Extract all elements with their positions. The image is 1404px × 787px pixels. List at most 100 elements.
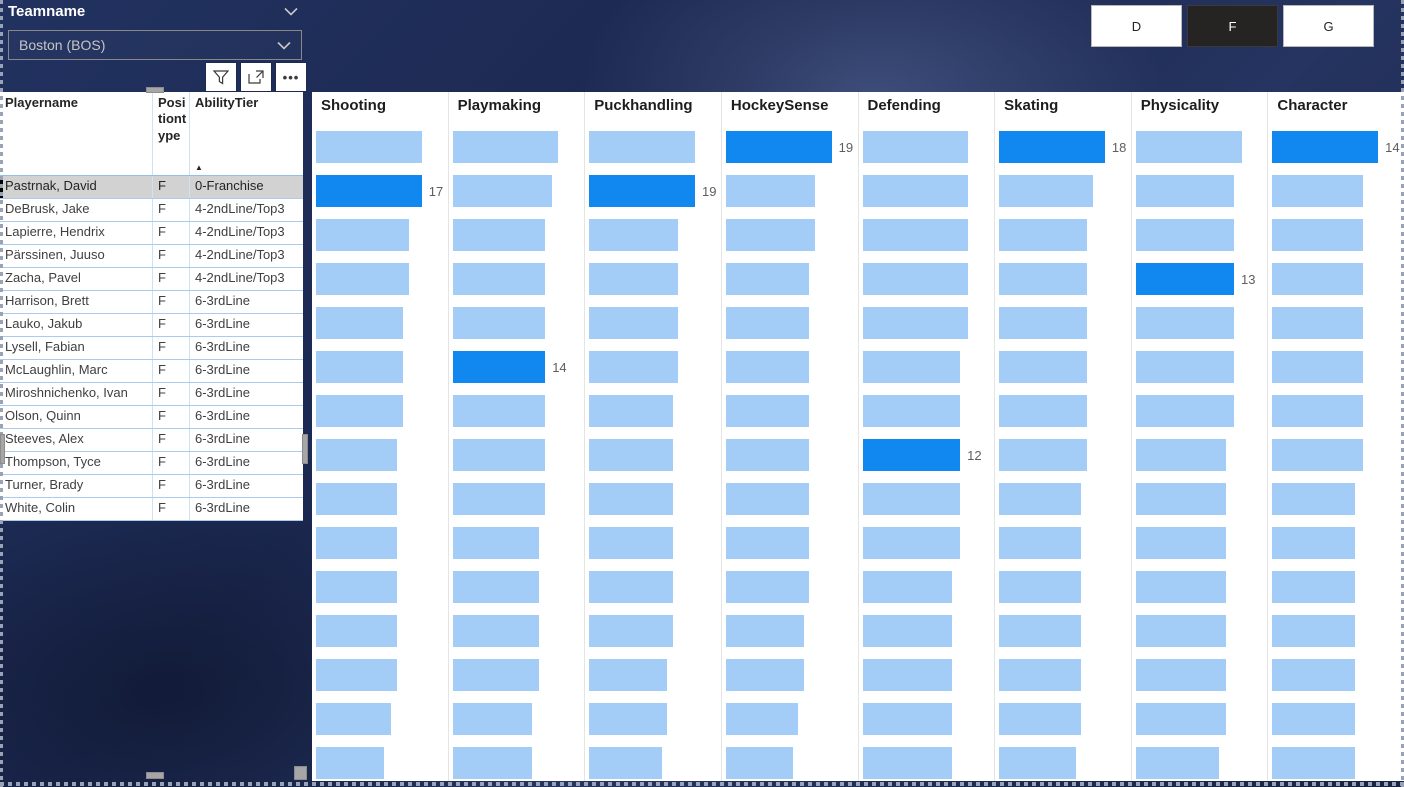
chevron-down-icon[interactable]	[284, 7, 298, 16]
bar[interactable]	[725, 439, 810, 471]
bar[interactable]	[999, 747, 1076, 779]
bar[interactable]	[862, 307, 969, 339]
bar-highlighted[interactable]	[1272, 131, 1379, 163]
resize-handle-right[interactable]	[302, 434, 308, 464]
bar-highlighted[interactable]	[452, 351, 546, 383]
bar[interactable]	[1272, 659, 1356, 691]
bar[interactable]	[862, 483, 961, 515]
bar[interactable]	[862, 175, 969, 207]
bar[interactable]	[999, 395, 1088, 427]
bar[interactable]	[999, 175, 1094, 207]
bar[interactable]	[452, 395, 546, 427]
table-row[interactable]: Zacha, Pavel F 4-2ndLine/Top3	[0, 268, 303, 291]
resize-handle-left[interactable]	[0, 434, 5, 464]
bar[interactable]	[1135, 659, 1227, 691]
table-row[interactable]: Pastrnak, David F 0-Franchise	[0, 176, 303, 199]
bar[interactable]	[999, 219, 1088, 251]
bar[interactable]	[452, 175, 552, 207]
column-header-positiontype[interactable]: Positiontype	[153, 92, 190, 175]
bar[interactable]	[725, 175, 815, 207]
bar[interactable]	[316, 747, 385, 779]
bar[interactable]	[999, 351, 1088, 383]
bar-highlighted[interactable]	[316, 175, 422, 207]
teamname-dropdown[interactable]: Boston (BOS)	[8, 30, 302, 60]
bar[interactable]	[862, 351, 961, 383]
column-header-playername[interactable]: Playername	[0, 92, 153, 175]
bar[interactable]	[1272, 439, 1364, 471]
bar[interactable]	[452, 747, 532, 779]
bar[interactable]	[316, 351, 404, 383]
bar[interactable]	[725, 263, 810, 295]
bar-highlighted[interactable]	[725, 131, 832, 163]
table-row[interactable]: Harrison, Brett F 6-3rdLine	[0, 291, 303, 314]
bar[interactable]	[1272, 307, 1364, 339]
bar[interactable]	[589, 527, 673, 559]
bar[interactable]	[1135, 351, 1234, 383]
bar[interactable]	[862, 395, 961, 427]
bar[interactable]	[589, 395, 673, 427]
bar[interactable]	[725, 571, 810, 603]
bar[interactable]	[1135, 527, 1227, 559]
bar[interactable]	[725, 659, 804, 691]
table-row[interactable]: Lauko, Jakub F 6-3rdLine	[0, 314, 303, 337]
bar[interactable]	[1272, 395, 1364, 427]
bar[interactable]	[589, 351, 679, 383]
bar[interactable]	[452, 527, 539, 559]
bar[interactable]	[1135, 439, 1227, 471]
resize-handle-corner[interactable]	[294, 766, 307, 780]
more-options-button[interactable]: •••	[276, 63, 306, 91]
bar[interactable]	[725, 615, 804, 647]
bar[interactable]	[452, 219, 546, 251]
bar[interactable]	[725, 395, 810, 427]
bar[interactable]	[862, 571, 952, 603]
bar[interactable]	[999, 615, 1082, 647]
table-row[interactable]: Miroshnichenko, Ivan F 6-3rdLine	[0, 383, 303, 406]
table-row[interactable]: Pärssinen, Juuso F 4-2ndLine/Top3	[0, 245, 303, 268]
bar[interactable]	[589, 131, 696, 163]
bar[interactable]	[589, 747, 662, 779]
bar-highlighted[interactable]	[1135, 263, 1234, 295]
bar[interactable]	[316, 659, 397, 691]
bar[interactable]	[999, 703, 1082, 735]
bar[interactable]	[589, 703, 668, 735]
bar[interactable]	[1272, 615, 1356, 647]
bar[interactable]	[1272, 527, 1356, 559]
bar[interactable]	[862, 615, 952, 647]
bar[interactable]	[1135, 395, 1234, 427]
bar[interactable]	[1135, 175, 1234, 207]
bar[interactable]	[452, 571, 539, 603]
bar[interactable]	[999, 571, 1082, 603]
bar[interactable]	[999, 659, 1082, 691]
bar[interactable]	[589, 439, 673, 471]
bar[interactable]	[452, 263, 546, 295]
bar[interactable]	[1272, 571, 1356, 603]
table-row[interactable]: DeBrusk, Jake F 4-2ndLine/Top3	[0, 199, 303, 222]
bar[interactable]	[862, 659, 952, 691]
bar[interactable]	[589, 263, 679, 295]
bar[interactable]	[589, 615, 673, 647]
bar[interactable]	[316, 395, 404, 427]
bar[interactable]	[452, 131, 559, 163]
bar[interactable]	[1135, 219, 1234, 251]
resize-handle-bottom[interactable]	[146, 772, 164, 779]
bar[interactable]	[725, 527, 810, 559]
bar[interactable]	[725, 351, 810, 383]
bar[interactable]	[1135, 747, 1219, 779]
bar[interactable]	[725, 307, 810, 339]
table-row[interactable]: Olson, Quinn F 6-3rdLine	[0, 406, 303, 429]
bar[interactable]	[1272, 703, 1356, 735]
bar[interactable]	[316, 219, 410, 251]
bar[interactable]	[999, 527, 1082, 559]
bar[interactable]	[1272, 483, 1356, 515]
bar[interactable]	[452, 439, 546, 471]
bar[interactable]	[862, 131, 969, 163]
bar[interactable]	[725, 747, 793, 779]
table-row[interactable]: Thompson, Tyce F 6-3rdLine	[0, 452, 303, 475]
bar[interactable]	[1135, 571, 1227, 603]
bar[interactable]	[316, 439, 397, 471]
table-row[interactable]: White, Colin F 6-3rdLine	[0, 498, 303, 521]
bar[interactable]	[589, 219, 679, 251]
bar[interactable]	[452, 615, 539, 647]
table-row[interactable]: Steeves, Alex F 6-3rdLine	[0, 429, 303, 452]
bar[interactable]	[452, 703, 532, 735]
